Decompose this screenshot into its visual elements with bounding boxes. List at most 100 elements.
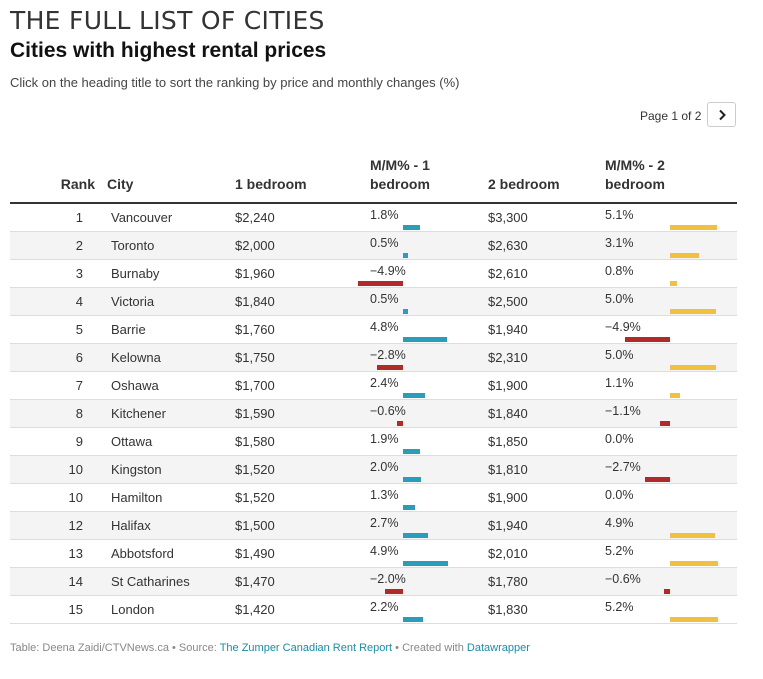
mm-1-bedroom-cell-bar [403,392,426,398]
two-bedroom-price-cell: $1,940 [488,315,605,344]
mm-1-bedroom-cell: 4.9% [370,539,488,568]
section-kicker: THE FULL LIST OF CITIES [10,6,325,35]
datawrapper-link[interactable]: Datawrapper [466,642,530,654]
rank-cell: 12 [10,511,107,540]
column-header-mm2-line2: bedroom [605,176,665,192]
mm-1-bedroom-cell: 0.5% [370,231,488,260]
table-row: 7 Oshawa $1,700 2.4% $1,900 1.1% [10,371,737,400]
city-cell: Victoria [107,287,235,316]
table-description: Click on the heading title to sort the r… [10,75,460,90]
mm-2-bedroom-cell: 3.1% [605,231,737,260]
mm-2-bedroom-cell: −0.6% [605,567,737,596]
city-cell: Barrie [107,315,235,344]
table-row: 13 Abbotsford $1,490 4.9% $2,010 5.2% [10,539,737,568]
column-header-rank[interactable]: Rank [10,150,107,204]
mm-1-bedroom-cell-value: 2.7% [370,515,399,530]
one-bedroom-price-cell: $1,470 [235,567,370,596]
column-header-city[interactable]: City [107,150,235,204]
city-cell: Kingston [107,455,235,484]
table-row: 5 Barrie $1,760 4.8% $1,940 −4.9% [10,315,737,344]
mm-1-bedroom-cell-value: 0.5% [370,291,399,306]
mm-1-bedroom-cell-bar [403,252,408,258]
column-header-2-bedroom[interactable]: 2 bedroom [488,150,605,204]
table-row: 15 London $1,420 2.2% $1,830 5.2% [10,595,737,624]
mm-1-bedroom-cell-bar [377,364,403,370]
table-row: 3 Burnaby $1,960 −4.9% $2,610 0.8% [10,259,737,288]
one-bedroom-price-cell: $1,590 [235,399,370,428]
rank-cell: 15 [10,595,107,624]
mm-2-bedroom-cell-value: 0.8% [605,263,634,278]
column-header-1-bedroom-label: 1 bedroom [235,176,307,192]
mm-2-bedroom-cell-value: −4.9% [605,319,641,334]
mm-1-bedroom-cell-bar [403,448,421,454]
rank-cell: 14 [10,567,107,596]
rank-cell: 6 [10,343,107,372]
rank-cell: 4 [10,287,107,316]
mm-1-bedroom-cell-bar [403,336,448,342]
rank-cell: 3 [10,259,107,288]
table-title: Cities with highest rental prices [10,39,327,62]
mm-1-bedroom-cell: 2.0% [370,455,488,484]
mm-2-bedroom-cell-bar [659,420,670,426]
chevron-right-icon [718,109,726,120]
two-bedroom-price-cell: $1,830 [488,595,605,624]
mm-2-bedroom-cell: −4.9% [605,315,737,344]
mm-2-bedroom-cell-bar [670,364,716,370]
rank-cell: 7 [10,371,107,400]
two-bedroom-price-cell: $2,630 [488,231,605,260]
mm-2-bedroom-cell-value: 3.1% [605,235,634,250]
column-header-mm-1-bedroom[interactable]: M/M% - 1 bedroom [370,150,488,204]
mm-2-bedroom-cell: 5.1% [605,203,737,232]
one-bedroom-price-cell: $1,500 [235,511,370,540]
city-cell: Kelowna [107,343,235,372]
mm-2-bedroom-cell-bar [670,252,699,258]
two-bedroom-price-cell: $1,900 [488,371,605,400]
mm-2-bedroom-cell-value: 1.1% [605,375,634,390]
mm-2-bedroom-cell: 0.0% [605,483,737,512]
table-row: 10 Hamilton $1,520 1.3% $1,900 0.0% [10,483,737,512]
mm-1-bedroom-cell-value: 1.3% [370,487,399,502]
rental-prices-table: Rank City 1 bedroom M/M% - 1 bedroom 2 be… [10,150,737,624]
mm-1-bedroom-cell-bar [403,225,420,230]
mm-2-bedroom-cell: 1.1% [605,371,737,400]
table-row: 10 Kingston $1,520 2.0% $1,810 −2.7% [10,455,737,484]
mm-1-bedroom-cell-bar [403,476,422,482]
mm-1-bedroom-cell-bar [397,420,403,426]
two-bedroom-price-cell: $1,840 [488,399,605,428]
table-footer: Table: Deena Zaidi/CTVNews.ca • Source: … [10,642,530,654]
one-bedroom-price-cell: $1,760 [235,315,370,344]
rank-cell: 10 [10,455,107,484]
mm-2-bedroom-cell-value: 0.0% [605,431,634,446]
pagination-label: Page 1 of 2 [640,109,702,123]
mm-2-bedroom-cell-bar [645,476,670,482]
mm-2-bedroom-cell-value: 5.2% [605,543,634,558]
mm-1-bedroom-cell: 1.3% [370,483,488,512]
mm-1-bedroom-cell-value: −2.0% [370,571,406,586]
column-header-2-bedroom-label: 2 bedroom [488,176,560,192]
mm-1-bedroom-cell: 4.8% [370,315,488,344]
mm-2-bedroom-cell-bar [670,392,681,398]
rank-cell: 8 [10,399,107,428]
mm-2-bedroom-cell-value: 5.1% [605,208,634,222]
mm-2-bedroom-cell-bar [670,225,717,230]
two-bedroom-price-cell: $3,300 [488,203,605,232]
two-bedroom-price-cell: $1,940 [488,511,605,540]
rank-cell: 1 [10,203,107,232]
mm-1-bedroom-cell: 1.8% [370,203,488,232]
two-bedroom-price-cell: $2,010 [488,539,605,568]
two-bedroom-price-cell: $2,500 [488,287,605,316]
mm-1-bedroom-cell: 0.5% [370,287,488,316]
mm-2-bedroom-cell-value: 0.0% [605,487,634,502]
rank-cell: 2 [10,231,107,260]
column-header-1-bedroom[interactable]: 1 bedroom [235,150,370,204]
mm-1-bedroom-cell-bar [403,308,408,314]
mm-2-bedroom-cell-value: 5.0% [605,347,634,362]
two-bedroom-price-cell: $2,610 [488,259,605,288]
one-bedroom-price-cell: $1,960 [235,259,370,288]
source-link[interactable]: The Zumper Canadian Rent Report [219,642,393,654]
city-cell: Halifax [107,511,235,540]
column-header-mm-2-bedroom[interactable]: M/M% - 2 bedroom [605,150,737,204]
table-row: 4 Victoria $1,840 0.5% $2,500 5.0% [10,287,737,316]
next-page-button[interactable] [707,102,736,127]
two-bedroom-price-cell: $1,810 [488,455,605,484]
